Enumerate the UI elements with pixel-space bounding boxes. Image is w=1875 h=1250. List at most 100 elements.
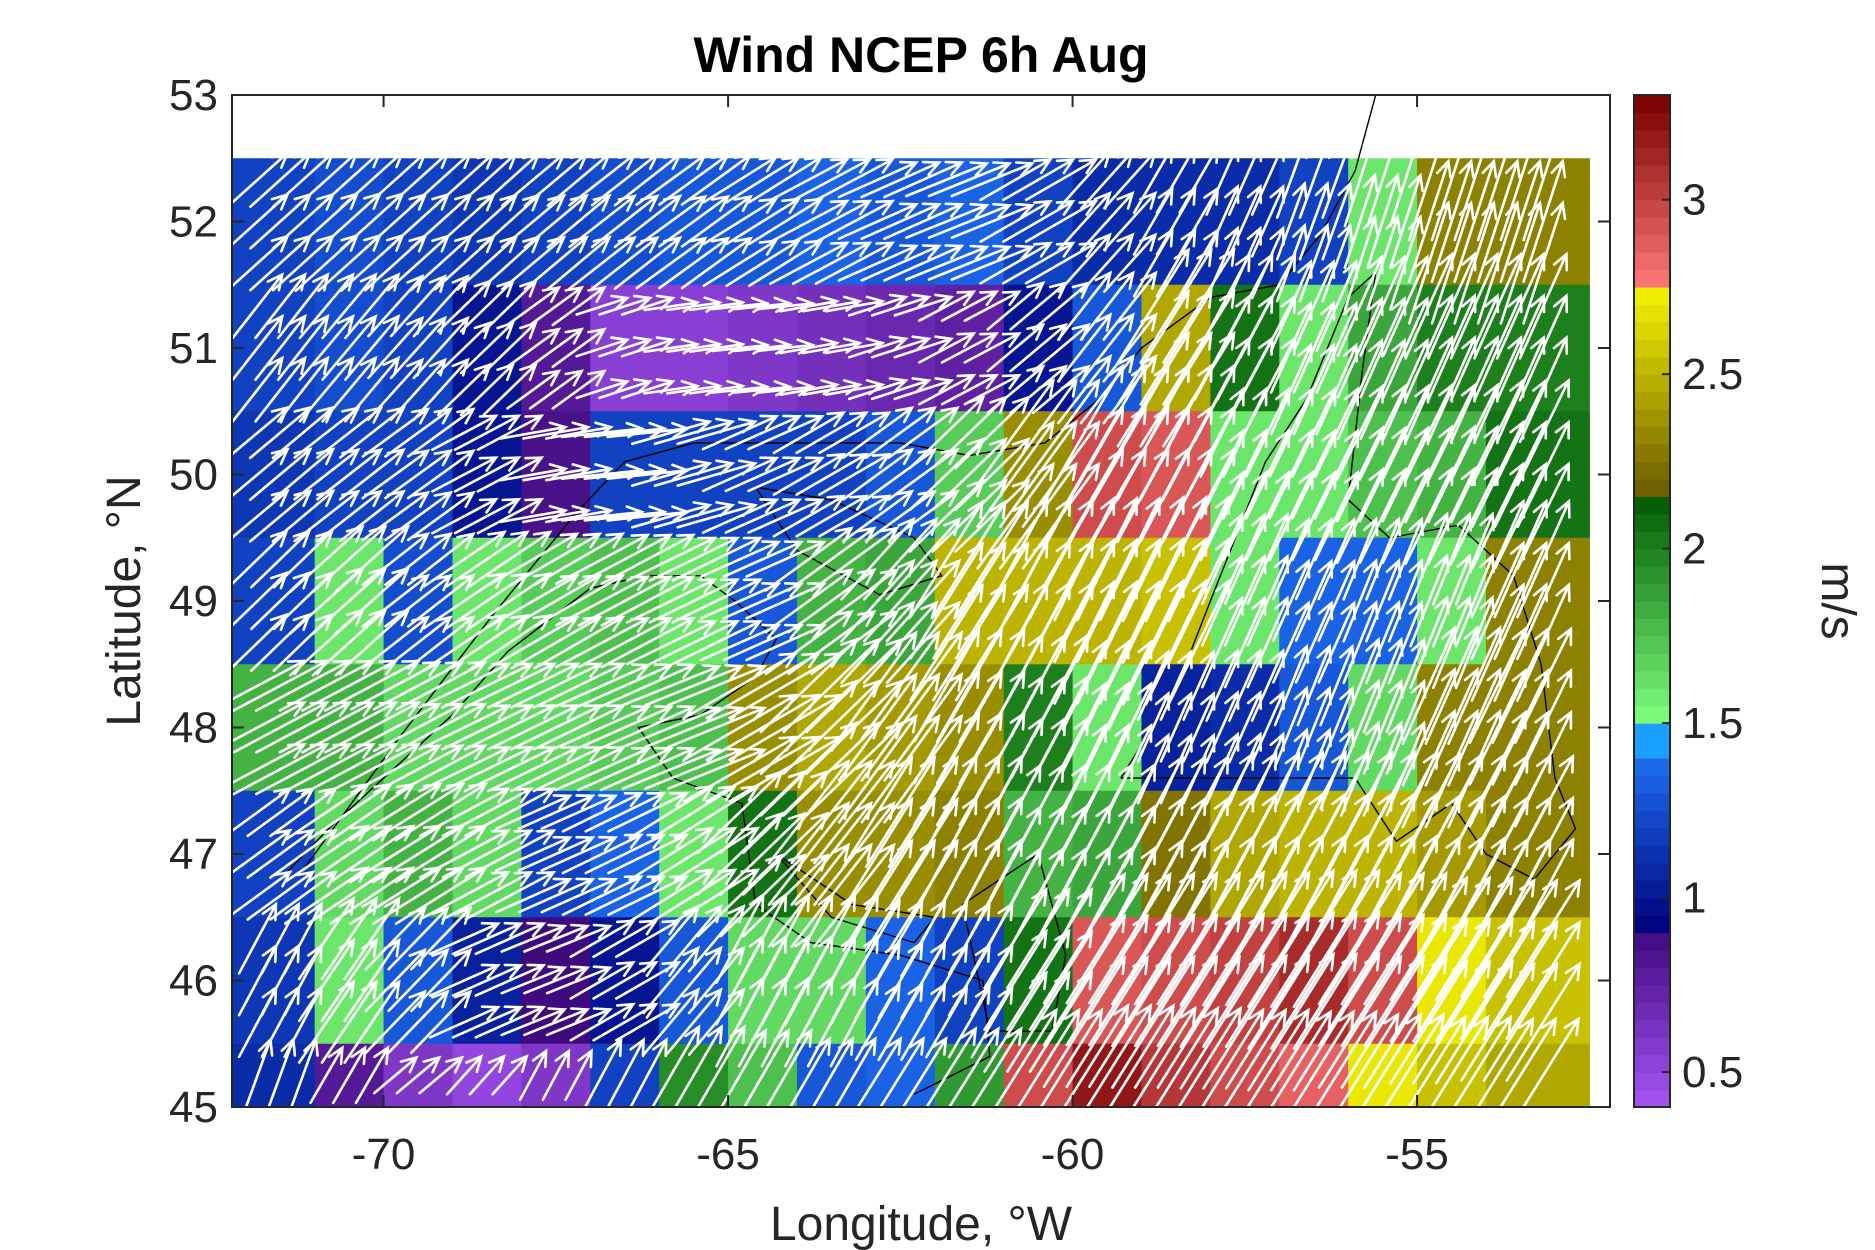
wind-arrow	[680, 153, 754, 206]
wind-arrow	[877, 898, 924, 978]
wind-arrow	[1412, 917, 1492, 1043]
wind-arrow	[232, 659, 330, 712]
wind-arrow	[1505, 961, 1582, 1082]
wind-arrow	[517, 877, 596, 914]
wind-arrow	[715, 892, 765, 984]
wind-arrow	[232, 612, 289, 670]
wind-arrow	[1224, 870, 1311, 1007]
wind-arrow	[1453, 158, 1498, 283]
wind-arrow	[441, 787, 534, 837]
colorbar-band	[1634, 164, 1670, 183]
colorbar-band	[1634, 304, 1670, 323]
wind-arrow	[298, 272, 355, 340]
wind-arrow	[950, 202, 1035, 239]
wind-arrow	[1139, 247, 1213, 364]
wind-arrow	[607, 875, 690, 916]
wind-arrow	[431, 414, 499, 451]
wind-arrow	[748, 197, 824, 246]
colorbar-band	[1634, 688, 1670, 707]
wind-arrow	[642, 904, 701, 973]
colorbar-band	[1634, 967, 1670, 986]
colorbar-band	[1634, 1019, 1670, 1038]
wind-arrow	[297, 896, 356, 981]
wind-arrow	[1079, 312, 1135, 383]
wind-arrow	[665, 945, 723, 1015]
y-tick-label: 52	[169, 198, 218, 247]
wind-arrow	[250, 529, 312, 589]
wind-arrow	[979, 158, 1053, 202]
wind-arrow	[932, 499, 1007, 618]
wind-arrow	[464, 829, 557, 879]
wind-arrow	[1280, 750, 1347, 874]
wind-arrow	[564, 1048, 593, 1101]
x-tick-label: -55	[1385, 1130, 1449, 1179]
wind-arrow	[840, 516, 916, 601]
wind-arrow	[1076, 495, 1138, 622]
wind-arrow	[1199, 386, 1245, 478]
wind-arrow	[788, 1036, 832, 1107]
wind-arrow	[1223, 512, 1267, 605]
wind-arrow	[810, 526, 900, 592]
wind-arrow	[463, 662, 557, 709]
wind-arrow	[1080, 149, 1135, 210]
wind-arrow	[410, 947, 473, 1013]
wind-arrow	[1442, 751, 1507, 872]
wind-arrow	[1470, 498, 1526, 619]
wind-arrow	[791, 241, 873, 285]
wind-arrow	[720, 1028, 768, 1107]
wind-arrow	[339, 150, 405, 209]
wind-arrow	[343, 896, 401, 981]
colorbar-band	[1634, 601, 1670, 620]
wind-arrow	[361, 407, 431, 458]
wind-arrow	[1291, 386, 1337, 478]
wind-arrow	[561, 875, 644, 916]
y-tick-label: 45	[169, 1083, 218, 1132]
wind-arrow	[860, 160, 942, 199]
wind-arrow	[344, 272, 401, 340]
wind-arrow	[748, 155, 824, 204]
wind-arrow	[688, 379, 746, 397]
wind-arrow	[782, 679, 882, 775]
colorbar-band	[1634, 723, 1670, 742]
wind-arrow	[665, 987, 723, 1056]
wind-arrow	[620, 336, 676, 358]
wind-arrow	[367, 274, 425, 338]
wind-arrow	[940, 290, 1000, 322]
wind-arrow	[1235, 750, 1301, 873]
wind-arrow	[1447, 625, 1502, 745]
wind-arrow	[533, 532, 626, 586]
wind-arrow	[1268, 469, 1314, 562]
wind-arrow	[1145, 754, 1207, 869]
wind-arrow	[1032, 632, 1090, 738]
colorbar-band	[1634, 915, 1670, 934]
wind-arrow	[628, 868, 715, 923]
wind-arrow	[1222, 386, 1268, 478]
wind-arrow	[1372, 750, 1439, 874]
wind-arrow	[621, 664, 722, 707]
wind-arrow	[1468, 626, 1527, 744]
wind-arrow	[1449, 424, 1499, 524]
wind-arrow	[1269, 1009, 1333, 1107]
wind-arrow	[1182, 649, 1216, 721]
wind-arrow	[451, 1005, 524, 1039]
wind-arrow	[1222, 469, 1268, 562]
wind-arrow	[1512, 795, 1575, 912]
wind-arrow	[545, 923, 613, 953]
wind-arrow	[1250, 142, 1285, 216]
wind-arrow	[387, 989, 450, 1054]
wind-arrow	[254, 272, 307, 340]
wind-arrow	[1358, 425, 1407, 523]
wind-arrow	[540, 835, 619, 872]
wind-arrow	[451, 963, 524, 997]
wind-arrow	[864, 447, 938, 501]
colorbar-band	[1634, 984, 1670, 1003]
wind-arrow	[1516, 498, 1571, 619]
wind-arrow	[682, 652, 799, 720]
wind-arrow	[429, 963, 501, 997]
wind-arrow	[756, 296, 816, 314]
wind-arrow	[232, 571, 289, 628]
wind-arrow	[387, 947, 450, 1013]
wind-arrow	[384, 490, 454, 542]
wind-arrow	[528, 369, 585, 410]
wind-arrow	[631, 501, 713, 529]
